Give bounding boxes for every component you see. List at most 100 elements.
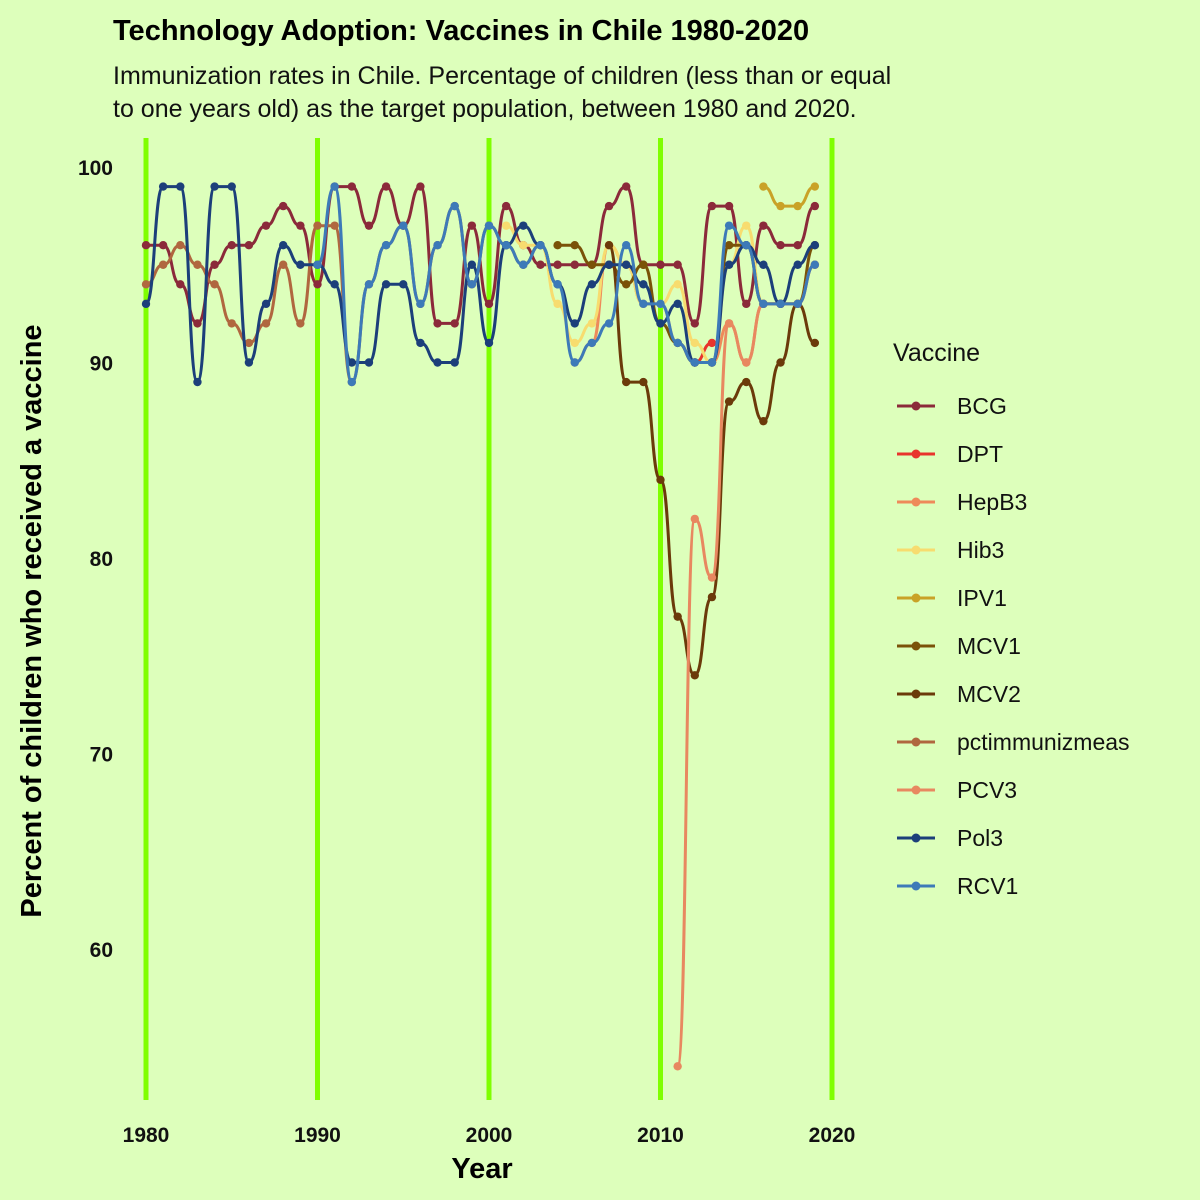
data-point-rcv1-1993 bbox=[364, 280, 374, 289]
data-point-mcv2-2016 bbox=[759, 416, 768, 426]
legend-swatch-dot-pcv3 bbox=[911, 785, 921, 795]
data-point-mcv1-2006 bbox=[587, 260, 597, 269]
data-point-bcg-1992 bbox=[347, 182, 356, 191]
data-point-pol3-2000 bbox=[484, 338, 494, 348]
x-axis-title: Year bbox=[451, 1153, 512, 1185]
series-rcv1 bbox=[313, 182, 820, 387]
legend-label-pol3: Pol3 bbox=[957, 825, 1003, 851]
data-point-pol3-2018 bbox=[793, 260, 802, 269]
data-point-bcg-1980 bbox=[141, 241, 151, 250]
decade-lines bbox=[143, 138, 835, 1100]
data-point-bcg-2014 bbox=[724, 201, 734, 211]
legend-item-rcv1: RCV1 bbox=[897, 873, 1018, 899]
data-point-pol3-2006 bbox=[587, 280, 597, 289]
y-tick-label-90: 90 bbox=[90, 353, 113, 376]
data-point-rcv1-1992 bbox=[347, 377, 356, 387]
data-point-bcg-1985 bbox=[227, 241, 236, 250]
data-point-pol3-1986 bbox=[244, 358, 254, 367]
y-axis-title: Percent of children who received a vacci… bbox=[16, 324, 48, 917]
legend: Vaccine BCG DPT HepB3 Hib3 IPV1 MCV1 MCV2 pctim… bbox=[893, 339, 1130, 899]
legend-label-mcv2: MCV2 bbox=[957, 681, 1021, 707]
data-point-bcg-2016 bbox=[759, 221, 768, 230]
data-point-rcv1-2002 bbox=[519, 260, 528, 269]
data-point-rcv1-2019 bbox=[810, 260, 820, 269]
data-point-pol3-1988 bbox=[279, 241, 288, 250]
data-point-rcv1-1996 bbox=[416, 299, 425, 309]
data-point-pol3-2005 bbox=[570, 319, 579, 328]
data-point-mcv2-2017 bbox=[776, 358, 785, 367]
data-point-bcg-2011 bbox=[673, 260, 682, 269]
data-point-pol3-1999 bbox=[467, 260, 477, 269]
data-point-pol3-2010 bbox=[656, 319, 665, 328]
data-point-pcv3-2012 bbox=[690, 514, 699, 524]
data-point-mcv2-2010 bbox=[656, 475, 665, 484]
data-point-bcg-2019 bbox=[810, 201, 820, 211]
data-point-ipv1-2019 bbox=[810, 182, 820, 191]
data-point-rcv1-1994 bbox=[381, 241, 391, 250]
y-tick-label-60: 60 bbox=[90, 939, 113, 962]
data-point-hib3-2001 bbox=[501, 221, 511, 230]
data-point-rcv1-2017 bbox=[776, 299, 785, 309]
data-point-hib3-2011 bbox=[673, 280, 682, 289]
data-point-bcg-2007 bbox=[604, 201, 614, 211]
data-point-pol3-1994 bbox=[381, 280, 391, 289]
data-point-rcv1-2011 bbox=[673, 338, 682, 348]
data-point-bcg-1988 bbox=[279, 201, 288, 211]
y-tick-label-80: 80 bbox=[90, 548, 113, 571]
data-point-rcv1-2018 bbox=[793, 299, 802, 309]
data-point-pctimmunizmeas-1984 bbox=[210, 280, 219, 289]
chart-subtitle-line-2: to one years old) as the target populati… bbox=[113, 95, 857, 123]
legend-label-hepb3: HepB3 bbox=[957, 489, 1027, 515]
data-point-rcv1-2016 bbox=[759, 299, 768, 309]
data-point-pctimmunizmeas-1983 bbox=[193, 260, 202, 269]
data-point-bcg-1994 bbox=[381, 182, 391, 191]
data-point-mcv2-2008 bbox=[622, 377, 631, 387]
legend-label-pctimmunizmeas: pctimmunizmeas bbox=[957, 729, 1130, 755]
data-point-mcv2-2012 bbox=[690, 671, 699, 680]
series-line-ipv1 bbox=[761, 185, 817, 208]
data-point-bcg-1999 bbox=[467, 221, 477, 230]
data-point-mcv2-2019 bbox=[810, 338, 820, 348]
data-point-pol3-1995 bbox=[399, 280, 408, 289]
data-point-pol3-2019 bbox=[810, 241, 820, 250]
data-point-bcg-2001 bbox=[501, 201, 511, 211]
data-point-pol3-2002 bbox=[519, 221, 528, 230]
x-tick-label-2010: 2010 bbox=[637, 1124, 684, 1147]
data-point-mcv1-2004 bbox=[553, 241, 562, 250]
data-point-bcg-2018 bbox=[793, 241, 802, 250]
data-point-pcv3-2015 bbox=[742, 358, 751, 367]
data-point-mcv2-2014 bbox=[724, 397, 734, 406]
data-point-pol3-2009 bbox=[639, 280, 648, 289]
x-tick-label-1980: 1980 bbox=[123, 1124, 170, 1147]
legend-label-hib3: Hib3 bbox=[957, 537, 1004, 563]
data-point-rcv1-1995 bbox=[399, 221, 408, 230]
data-point-pctimmunizmeas-1987 bbox=[261, 319, 271, 328]
data-point-bcg-1990 bbox=[313, 280, 322, 289]
data-point-pcv3-2013 bbox=[707, 573, 717, 582]
legend-label-bcg: BCG bbox=[957, 393, 1007, 419]
x-tick-label-2020: 2020 bbox=[809, 1124, 856, 1147]
data-point-bcg-2000 bbox=[484, 299, 494, 309]
data-point-pctimmunizmeas-1980 bbox=[141, 280, 151, 289]
data-point-mcv1-2008 bbox=[622, 280, 631, 289]
legend-item-hib3: Hib3 bbox=[897, 537, 1004, 563]
data-point-bcg-2004 bbox=[553, 260, 562, 269]
data-point-dpt-2013 bbox=[707, 338, 717, 348]
data-point-pctimmunizmeas-1989 bbox=[296, 319, 305, 328]
data-point-pol3-1997 bbox=[433, 358, 442, 367]
legend-label-dpt: DPT bbox=[957, 441, 1003, 467]
data-point-rcv1-1990 bbox=[313, 260, 322, 269]
data-point-rcv1-2013 bbox=[707, 358, 717, 367]
data-point-rcv1-1999 bbox=[467, 280, 477, 289]
data-point-pol3-1980 bbox=[141, 299, 151, 309]
data-point-pctimmunizmeas-1985 bbox=[227, 319, 236, 328]
legend-item-pcv3: PCV3 bbox=[897, 777, 1017, 803]
data-point-bcg-1987 bbox=[261, 221, 271, 230]
data-point-mcv2-2015 bbox=[742, 377, 751, 387]
data-point-bcg-1993 bbox=[364, 221, 374, 230]
series-ipv1 bbox=[759, 182, 820, 211]
data-point-bcg-1989 bbox=[296, 221, 305, 230]
data-point-pol3-1981 bbox=[158, 182, 168, 191]
legend-label-mcv1: MCV1 bbox=[957, 633, 1021, 659]
